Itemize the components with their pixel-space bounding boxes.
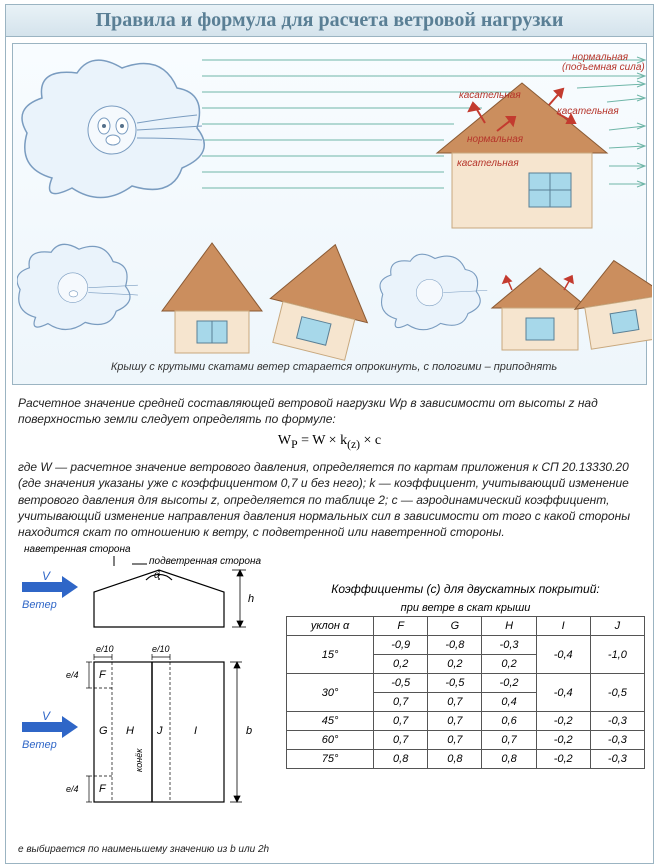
- table-row: 15°-0,9-0,8-0,3-0,4-1,0: [287, 636, 645, 655]
- lower-section: наветренная сторона подветренная сторона…: [6, 542, 653, 863]
- svg-text:V: V: [42, 709, 51, 723]
- house-shallow-1: [492, 268, 588, 350]
- svg-text:e/4: e/4: [66, 784, 79, 794]
- page-title: Правила и формула для расчета ветровой н…: [6, 5, 653, 37]
- label-tang-1: касательная: [459, 90, 521, 101]
- svg-text:конёк: конёк: [134, 748, 144, 772]
- label-tang-2: касательная: [557, 106, 619, 117]
- table-row: 30°-0,5-0,5-0,2-0,4-0,5: [287, 674, 645, 693]
- svg-text:V: V: [42, 569, 51, 583]
- house-main: [437, 83, 607, 228]
- svg-text:Ветер: Ветер: [22, 739, 57, 751]
- svg-text:подветренная сторона: подветренная сторона: [149, 556, 261, 567]
- svg-text:(подъемная сила): (подъемная сила): [562, 62, 645, 73]
- coef-table: уклон αFGHIJ 15°-0,9-0,8-0,3-0,4-1,00,20…: [286, 616, 645, 769]
- svg-text:H: H: [126, 725, 134, 737]
- table-header: уклон α: [287, 617, 374, 636]
- house-shallow-2: [568, 253, 652, 350]
- intro-text: Расчетное значение средней составляющей …: [6, 391, 653, 429]
- table-header: H: [482, 617, 536, 636]
- table-header: F: [374, 617, 428, 636]
- svg-text:h: h: [248, 593, 254, 605]
- svg-text:α: α: [154, 570, 160, 581]
- page: Правила и формула для расчета ветровой н…: [5, 4, 654, 864]
- svg-text:e/10: e/10: [152, 644, 170, 654]
- formula: WP = W × k(z) × c: [6, 429, 653, 455]
- house-steep-1: [162, 243, 262, 353]
- illustration-panel: нормальная (подъемная сила) касательная …: [12, 43, 647, 385]
- svg-text:F: F: [99, 783, 107, 795]
- table-subcaption: при ветре в скат крыши: [286, 602, 645, 614]
- table-header: J: [590, 617, 644, 636]
- table-row: 60°0,70,70,7-0,2-0,3: [287, 731, 645, 750]
- svg-text:Ветер: Ветер: [22, 599, 57, 611]
- svg-text:e/4: e/4: [66, 670, 79, 680]
- table-header: G: [428, 617, 482, 636]
- cloud-small-icon: [17, 244, 138, 329]
- table-row: 45°0,70,70,6-0,2-0,3: [287, 712, 645, 731]
- svg-text:e/10: e/10: [96, 644, 114, 654]
- table-caption: Коэффициенты (с) для двускатных покрытий…: [286, 582, 645, 596]
- house-steep-2: [260, 233, 384, 364]
- table-row: 75°0,80,80,8-0,2-0,3: [287, 750, 645, 769]
- label-normal-2: нормальная: [467, 134, 524, 145]
- wind-illustration: нормальная (подъемная сила) касательная …: [17, 48, 652, 376]
- svg-text:наветренная сторона: наветренная сторона: [24, 544, 131, 555]
- svg-text:b: b: [246, 725, 252, 737]
- illustration-caption: Крышу с крутыми скатами ветер старается …: [111, 361, 558, 373]
- svg-text:F: F: [99, 669, 107, 681]
- cloud-small-icon-2: [380, 254, 487, 330]
- table-column: Коэффициенты (с) для двускатных покрытий…: [274, 542, 645, 769]
- cloud-icon: [22, 60, 204, 197]
- svg-text:I: I: [194, 725, 197, 737]
- svg-text:G: G: [99, 725, 108, 737]
- label-tang-3: касательная: [457, 158, 519, 169]
- table-header: I: [536, 617, 590, 636]
- desc-text: где W — расчетное значение ветрового дав…: [6, 455, 653, 542]
- svg-text:J: J: [156, 725, 163, 737]
- zone-diagram: наветренная сторона подветренная сторона…: [14, 542, 274, 855]
